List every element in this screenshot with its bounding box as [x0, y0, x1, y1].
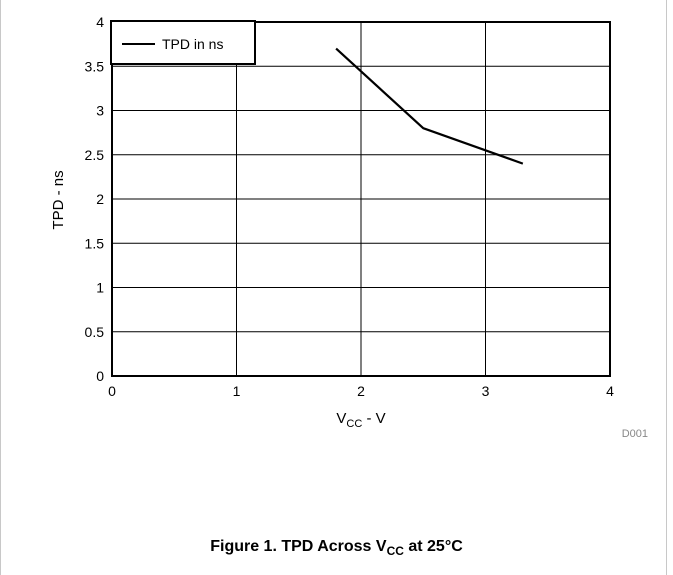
y-tick-label: 0 — [96, 368, 104, 384]
legend: TPD in ns — [110, 20, 256, 65]
caption-subscript: CC — [386, 544, 404, 559]
x-axis-label-main: V — [336, 410, 346, 427]
x-tick-label: 2 — [357, 383, 365, 399]
y-tick-label: 3.5 — [85, 58, 105, 74]
y-axis-label: TPD - ns — [50, 170, 67, 229]
caption-suffix: at 25°C — [403, 538, 463, 555]
y-tick-label: 2.5 — [85, 147, 105, 163]
legend-box — [110, 20, 256, 65]
y-tick-label: 4 — [96, 14, 104, 30]
x-tick-label: 3 — [482, 383, 490, 399]
x-tick-label: 4 — [606, 383, 614, 399]
y-tick-labels: 0 0.5 1 1.5 2 2.5 3 3.5 4 — [85, 14, 105, 384]
grid-lines — [111, 21, 611, 377]
page-border-left — [0, 0, 1, 575]
x-tick-labels: 0 1 2 3 4 — [108, 383, 614, 399]
y-tick-label: 1.5 — [85, 235, 105, 251]
x-axis-label-subscript: CC — [346, 418, 362, 430]
series-line — [335, 47, 524, 165]
page-border-right — [666, 0, 667, 575]
tpd-line-chart: 0 0.5 1 1.5 2 2.5 3 3.5 4 0 1 2 3 4 TPD - ns VCC - V… — [50, 14, 648, 440]
y-tick-label: 0.5 — [85, 324, 105, 340]
series-layer — [335, 47, 524, 165]
x-axis-label: VCC - V — [336, 410, 385, 430]
figure-caption: Figure 1. TPD Across VCC at 25°C — [0, 538, 673, 558]
figure-code: D001 — [622, 428, 648, 440]
x-tick-label: 1 — [233, 383, 241, 399]
plot-area — [111, 21, 611, 377]
y-tick-label: 3 — [96, 103, 104, 119]
x-tick-label: 0 — [108, 383, 116, 399]
y-tick-label: 2 — [96, 191, 104, 207]
legend-label: TPD in ns — [162, 36, 223, 52]
x-axis-label-unit: - V — [362, 410, 385, 427]
caption-prefix: Figure 1. TPD Across V — [210, 538, 387, 555]
y-tick-label: 1 — [96, 280, 104, 296]
